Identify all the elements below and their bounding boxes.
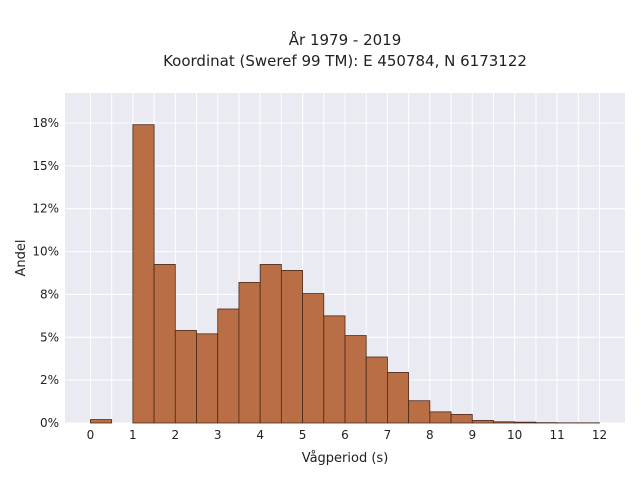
histogram-bar (90, 419, 113, 424)
bars (90, 124, 600, 424)
histogram-bar (196, 333, 219, 424)
histogram-bar (259, 264, 282, 424)
histogram-bar (429, 411, 452, 424)
x-tick-label: 5 (299, 428, 307, 442)
x-tick-label: 9 (468, 428, 476, 442)
x-tick-label: 7 (384, 428, 392, 442)
y-tick-label: 18% (32, 116, 59, 130)
x-tick-label: 4 (256, 428, 264, 442)
x-tick-label: 11 (549, 428, 564, 442)
histogram-bar (153, 264, 176, 424)
histogram-bar (493, 421, 516, 424)
x-tick-label: 10 (507, 428, 522, 442)
x-tick-label: 8 (426, 428, 434, 442)
histogram-bar (471, 420, 494, 424)
x-tick-label: 0 (87, 428, 95, 442)
histogram-bar (174, 330, 197, 424)
y-tick-label: 12% (32, 202, 59, 216)
x-tick-label: 3 (214, 428, 222, 442)
chart-subtitle: Koordinat (Sweref 99 TM): E 450784, N 61… (163, 52, 527, 70)
x-tick-label: 6 (341, 428, 349, 442)
histogram-bar (514, 421, 537, 424)
y-tick-label: 8% (40, 287, 59, 301)
histogram-bar (238, 282, 261, 424)
histogram-bar (344, 335, 367, 424)
y-tick-label: 5% (40, 330, 59, 344)
histogram-bar (387, 372, 410, 424)
x-tick-label: 2 (171, 428, 179, 442)
y-axis-ticks: 0% 2% 5% 8% 10% 12% 15% 18% (32, 116, 59, 430)
histogram-bar (365, 356, 388, 424)
x-tick-label: 12 (592, 428, 607, 442)
y-tick-label: 15% (32, 159, 59, 173)
y-axis-label: Andel (14, 240, 29, 277)
y-tick-label: 10% (32, 245, 59, 259)
y-tick-label: 0% (40, 416, 59, 430)
histogram-bar (323, 315, 346, 424)
histogram-bar (408, 400, 431, 424)
y-tick-label: 2% (40, 373, 59, 387)
histogram-bar (302, 293, 325, 424)
histogram-bar (450, 414, 473, 424)
chart-title: År 1979 - 2019 (289, 30, 402, 49)
x-axis-ticks: 0 1 2 3 4 5 6 7 8 9 10 11 12 (87, 428, 608, 442)
histogram-bar (132, 124, 155, 424)
histogram-bar (280, 270, 303, 424)
histogram-bar (217, 308, 240, 424)
x-tick-label: 1 (129, 428, 137, 442)
x-axis-label: Vågperiod (s) (302, 451, 389, 466)
